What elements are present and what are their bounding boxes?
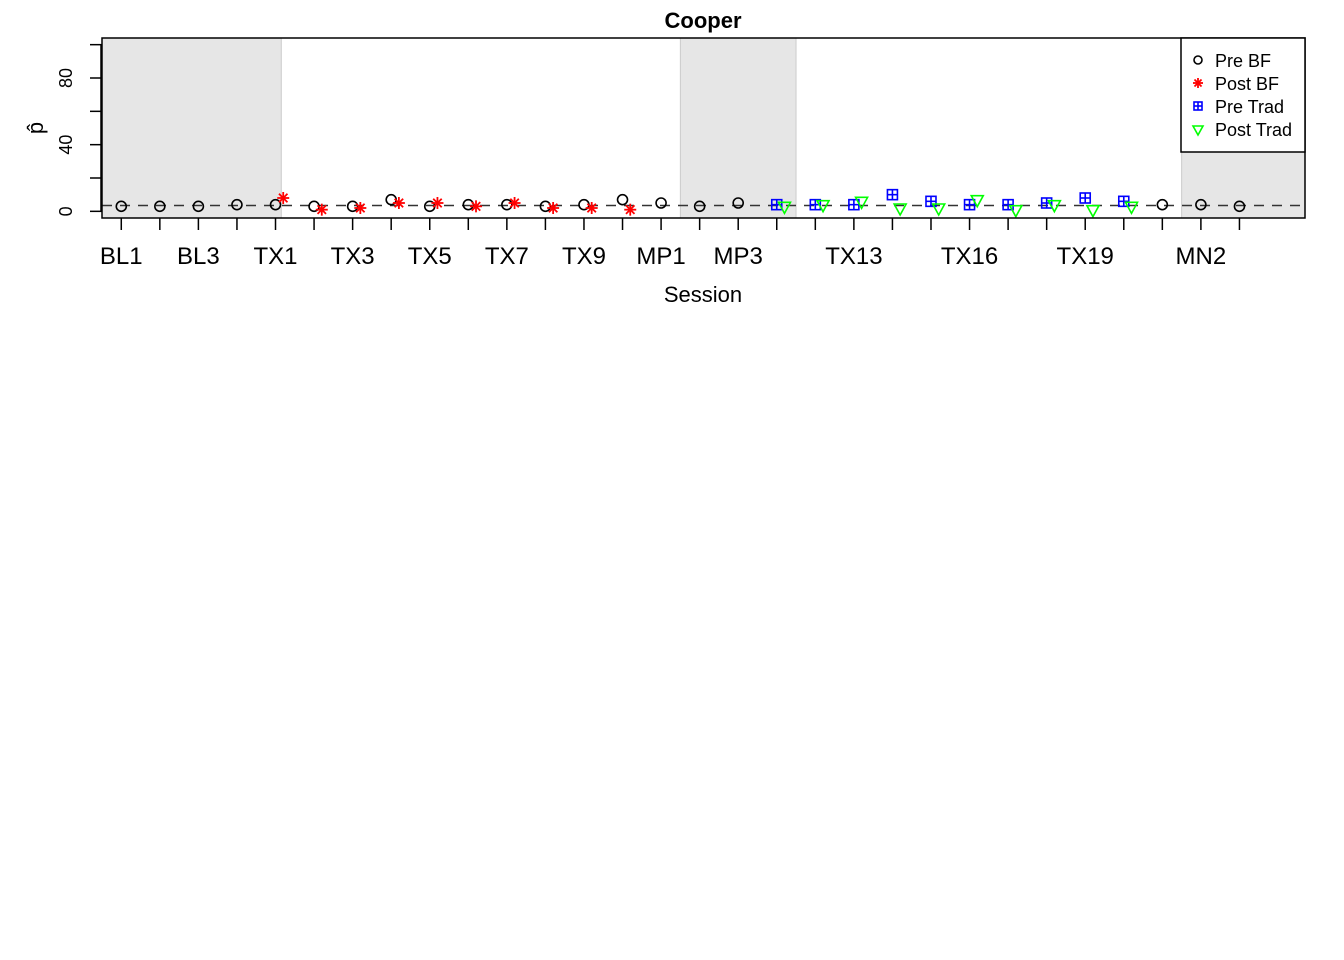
point-pre-trad-6 <box>963 198 976 211</box>
y-axis-title: p̂ <box>23 122 48 134</box>
point-post-trad-5 <box>931 203 947 217</box>
point-post-bf-1 <box>277 192 290 204</box>
point-post-trad-1 <box>777 201 792 216</box>
legend-marker-post-bf <box>1193 78 1203 88</box>
point-post-trad-3 <box>854 196 869 211</box>
legend-marker-pre-trad <box>1193 101 1203 111</box>
point-post-bf-7 <box>508 197 521 209</box>
point-post-trad-7 <box>1008 204 1024 219</box>
x-tick-label: TX3 <box>331 243 375 270</box>
x-tick-label: TX9 <box>562 243 606 270</box>
x-tick-label: TX16 <box>941 243 998 270</box>
point-pre-bf-1 <box>115 200 128 213</box>
point-pre-bf-16 <box>693 200 706 213</box>
point-post-bf-10 <box>624 203 637 216</box>
point-pre-trad-7 <box>1002 198 1014 211</box>
legend: Pre BF Post BF Pre Trad Post Trad <box>1180 37 1306 153</box>
point-pre-trad-1 <box>770 198 783 211</box>
x-tick-label: TX13 <box>825 243 882 270</box>
point-post-bf-5 <box>431 197 444 209</box>
point-post-trad-6 <box>969 194 985 209</box>
point-post-bf-3 <box>354 202 367 214</box>
point-pre-trad-10 <box>1117 195 1130 208</box>
x-tick-label: TX5 <box>408 243 452 270</box>
y-tick-label: 40 <box>56 135 76 155</box>
point-pre-bf-17 <box>732 197 745 209</box>
point-post-bf-6 <box>470 200 483 213</box>
shaded-phase-1 <box>101 37 282 219</box>
point-pre-bf-2 <box>154 200 166 213</box>
point-post-bf-9 <box>585 202 598 214</box>
y-tick-label: 0 <box>56 206 76 216</box>
point-post-trad-9 <box>1085 204 1101 219</box>
point-pre-bf-14 <box>616 193 629 206</box>
x-axis-title: Session <box>664 282 742 307</box>
x-tick-label: MP3 <box>714 243 763 270</box>
legend-label-pre-trad: Pre Trad <box>1215 97 1284 117</box>
point-post-trad-4 <box>892 203 908 217</box>
point-pre-bf-19 <box>1195 198 1207 211</box>
x-tick-label: MN2 <box>1176 243 1227 270</box>
point-pre-bf-3 <box>192 200 205 213</box>
x-axis: BL1 BL3 TX1 TX3 TX5 TX7 TX9 MP1 MP3 TX13 TX16 TX19 M… <box>100 218 1241 270</box>
legend-label-post-bf: Post BF <box>1215 74 1279 94</box>
point-post-bf-2 <box>315 203 328 216</box>
legend-marker-post-trad <box>1191 125 1205 137</box>
x-tick-label: TX19 <box>1057 243 1114 270</box>
y-axis: 0 40 80 <box>56 43 102 216</box>
point-pre-bf-18 <box>1156 198 1169 211</box>
x-tick-label: MP1 <box>636 243 685 270</box>
point-pre-bf-4 <box>231 198 243 211</box>
point-post-trad-10 <box>1124 201 1139 216</box>
point-pre-trad-9 <box>1079 192 1092 204</box>
shaded-phase-2 <box>679 37 797 219</box>
point-post-trad-8 <box>1047 199 1062 214</box>
point-post-bf-4 <box>392 197 405 209</box>
x-tick-label: TX7 <box>485 243 529 270</box>
point-post-trad-2 <box>815 199 831 214</box>
chart-title: Cooper <box>665 8 742 33</box>
legend-label-pre-bf: Pre BF <box>1215 51 1271 71</box>
point-pre-bf-5 <box>269 198 282 211</box>
legend-marker-pre-bf <box>1193 55 1203 65</box>
y-tick-label: 80 <box>56 68 76 88</box>
x-tick-label: TX1 <box>254 243 298 270</box>
point-pre-bf-15 <box>655 197 667 209</box>
point-pre-trad-5 <box>925 195 937 208</box>
legend-label-post-trad: Post Trad <box>1215 120 1292 140</box>
x-tick-label: BL3 <box>177 243 220 270</box>
data-points <box>115 188 1246 219</box>
point-pre-trad-4 <box>886 188 899 201</box>
point-post-bf-8 <box>547 202 560 214</box>
x-tick-label: BL1 <box>100 243 143 270</box>
point-pre-bf-20 <box>1233 200 1246 213</box>
